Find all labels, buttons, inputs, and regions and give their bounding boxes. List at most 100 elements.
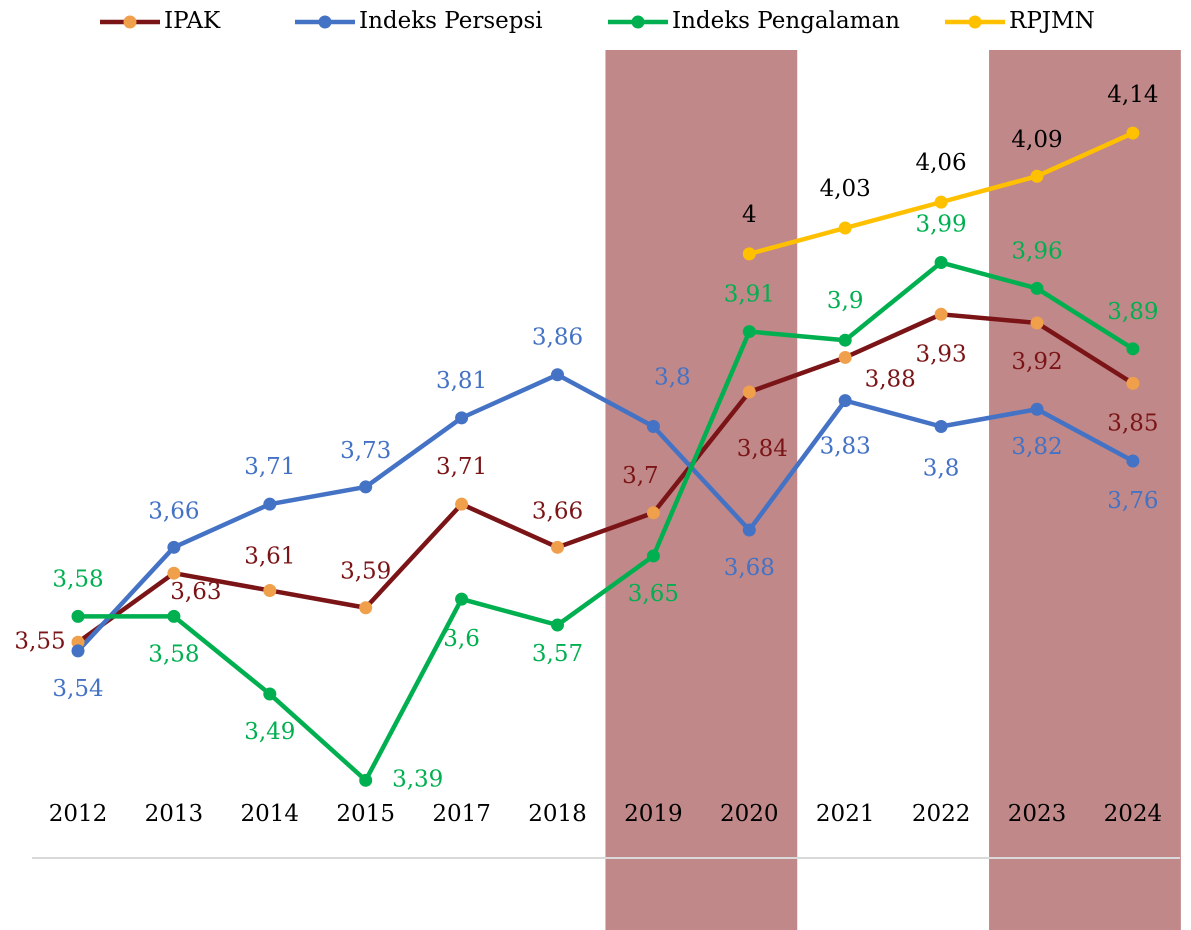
data-label: 3,7 [622,463,659,489]
data-label: 3,76 [1107,488,1158,514]
data-label: 3,65 [628,581,679,607]
x-tick-label: 2021 [816,801,875,827]
highlight-band [989,50,1181,930]
legend-label: IPAK [164,8,221,34]
x-tick-label: 2014 [241,801,300,827]
x-tick-label: 2015 [336,801,395,827]
data-label: 3,92 [1011,349,1062,375]
legend-marker [968,15,982,29]
point-marker [934,195,948,209]
data-label: 4,09 [1011,127,1062,153]
point-marker [167,540,181,554]
data-label: 3,85 [1107,410,1158,436]
point-marker [1030,316,1044,330]
data-label: 3,6 [443,626,480,652]
legend-label: Indeks Pengalaman [672,8,900,34]
point-marker [838,350,852,364]
point-marker [1126,126,1140,140]
series-line [76,372,1134,653]
x-tick-label: 2012 [49,801,108,827]
point-marker [455,411,469,425]
data-label: 3,73 [340,438,391,464]
point-marker [551,368,564,382]
x-tick-label: 2023 [1008,801,1067,827]
point-marker [838,221,852,235]
data-label: 3,8 [654,365,691,391]
point-marker [263,687,277,701]
highlight-band [605,50,798,930]
data-label: 3,99 [915,212,966,238]
data-label: 3,49 [244,719,295,745]
x-tick-label: 2013 [145,801,204,827]
data-label: 3,63 [170,579,221,605]
data-label: 4,14 [1107,82,1158,108]
data-label: 4 [742,202,757,228]
point-marker [551,540,564,554]
data-label: 3,82 [1011,434,1062,460]
data-label: 3,89 [1107,299,1158,325]
point-marker [742,325,756,339]
legend-marker [631,15,645,29]
data-label: 3,93 [915,341,966,367]
point-marker [934,420,948,433]
data-label: 3,61 [244,543,295,569]
point-marker [742,247,756,261]
point-marker [1030,281,1044,295]
point-marker [1126,376,1140,390]
point-marker [934,307,948,321]
point-marker [167,609,181,623]
data-label: 3,59 [340,559,391,585]
point-marker [646,506,660,520]
legend-label: RPJMN [1009,8,1095,34]
x-tick-label: 2019 [624,801,683,827]
data-label: 3,68 [724,555,775,581]
point-marker [455,592,469,606]
data-label: 3,9 [827,288,864,314]
data-label: 3,66 [532,498,583,524]
legend-marker [123,15,137,29]
point-marker [167,566,181,580]
point-marker [263,583,277,597]
x-tick-label: 2017 [432,801,491,827]
data-label: 4,06 [915,150,966,176]
point-marker [838,394,852,408]
series-line [76,312,1135,645]
point-marker [359,601,373,615]
data-label: 3,71 [436,454,487,480]
data-label: 3,83 [820,434,871,460]
series-line [78,260,1135,783]
point-marker [359,773,373,787]
point-marker [263,497,277,511]
point-marker [838,333,852,347]
data-label: 3,55 [14,628,65,654]
point-marker [646,420,660,433]
data-label: 3,96 [1011,238,1062,264]
point-marker [1030,169,1044,183]
highlight-bands [605,50,1181,930]
data-label: 3,54 [52,676,103,702]
point-marker [934,256,948,270]
data-label: 3,86 [532,325,583,351]
data-label: 3,71 [244,454,295,480]
data-label: 3,39 [392,766,443,792]
x-tick-label: 2018 [528,801,587,827]
data-label: 3,81 [436,368,487,394]
point-marker [551,618,564,632]
data-label: 3,57 [532,641,583,667]
point-marker [71,609,85,623]
x-tick-label: 2020 [720,801,779,827]
point-marker [742,385,756,399]
x-tick-label: 2024 [1104,801,1163,827]
point-marker [1030,402,1044,416]
data-label: 3,91 [724,282,775,308]
point-marker [71,644,85,658]
point-marker [742,523,756,537]
data-label: 3,88 [865,366,916,392]
point-marker [646,549,660,563]
x-tick-label: 2022 [912,801,971,827]
data-label: 3,58 [52,566,103,592]
data-label: 3,66 [148,498,199,524]
data-label: 3,8 [923,456,960,482]
legend-label: Indeks Persepsi [359,8,543,34]
point-marker [1126,454,1140,468]
